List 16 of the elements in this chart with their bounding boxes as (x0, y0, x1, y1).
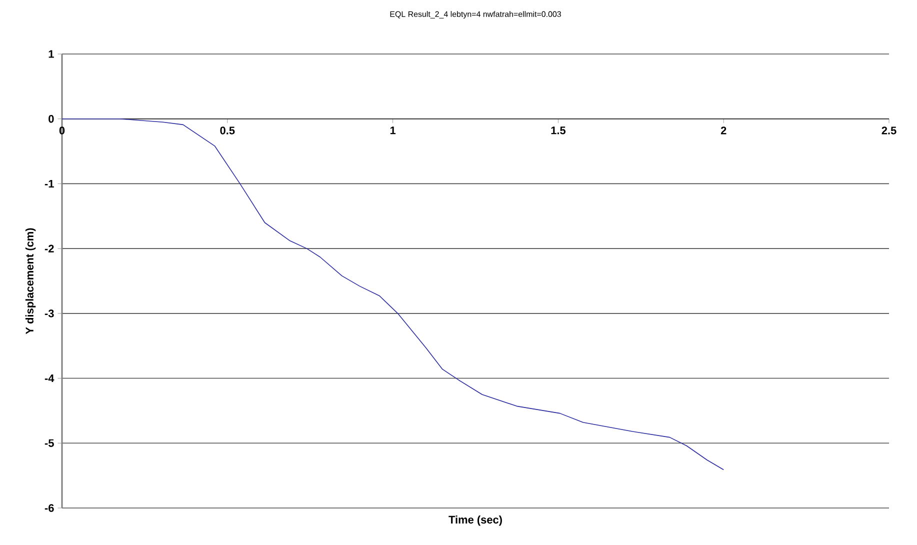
y-tick-label: -5 (44, 439, 54, 447)
x-tick-label: 0.5 (220, 126, 235, 134)
y-axis-title: Y displacement (cm) (25, 228, 36, 334)
y-tick-label: 0 (48, 114, 54, 123)
x-tick-label: 2.5 (882, 126, 896, 134)
y-tick-label: -1 (44, 180, 54, 188)
x-tick-label: 2 (720, 126, 726, 134)
x-tick-label: 0 (59, 126, 65, 134)
x-axis-title: Time (sec) (448, 516, 502, 526)
y-tick-label: -2 (44, 244, 54, 252)
y-tick-label: -6 (44, 504, 54, 512)
y-tick-label: -4 (44, 374, 54, 382)
y-tick-label: 1 (48, 50, 54, 58)
x-tick-label: 1 (390, 126, 396, 134)
x-tick-label: 1.5 (551, 126, 566, 134)
y-tick-label: -3 (44, 310, 54, 318)
